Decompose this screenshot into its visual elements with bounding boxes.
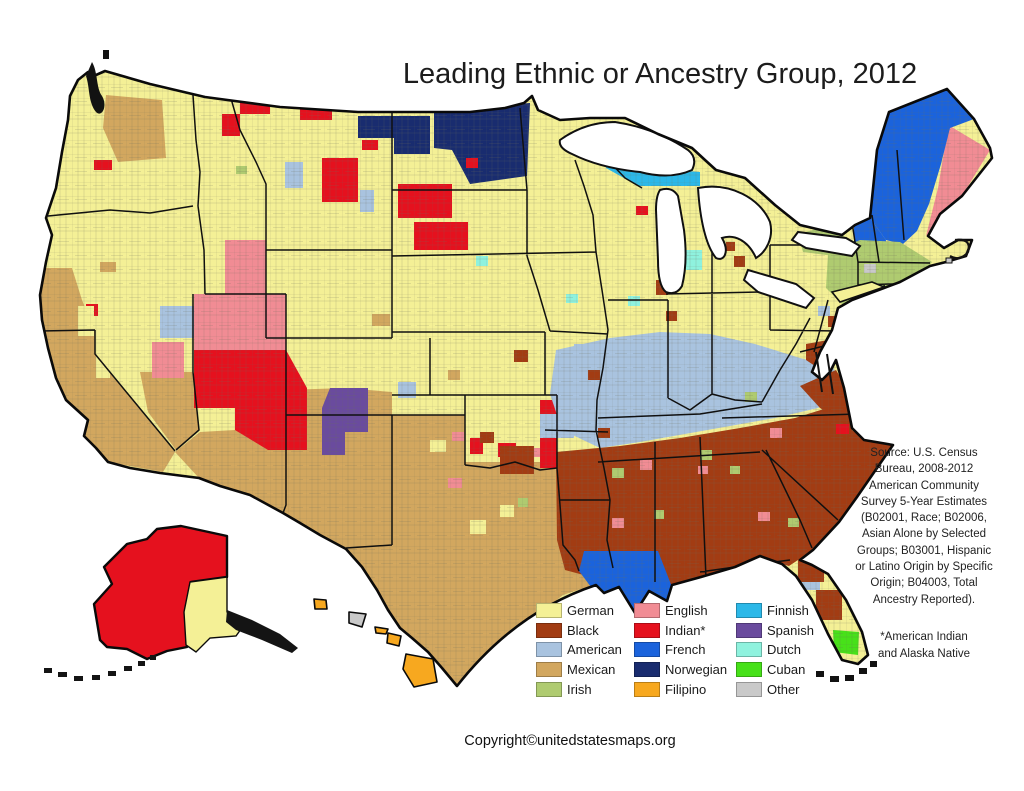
- source-line: Survey 5-Year Estimates: [860, 495, 988, 508]
- source-line: Asian Alone by Selected: [861, 528, 987, 541]
- legend-item-finnish: Finnish: [736, 601, 822, 621]
- big-island: [402, 653, 438, 688]
- legend-swatch-french: [634, 642, 660, 658]
- puget-island: [103, 50, 109, 59]
- chesapeake-bay: [815, 351, 834, 395]
- source-line: Groups; B03001, Hispanic: [856, 544, 992, 557]
- nantucket: [945, 257, 953, 264]
- source-line: American Community: [869, 479, 979, 492]
- legend-label-norwegian: Norwegian: [665, 662, 728, 678]
- coast-details: [86, 50, 970, 682]
- legend-label-irish: Irish: [567, 681, 592, 697]
- legend-item-english: English: [634, 601, 726, 621]
- maui: [386, 632, 402, 647]
- legend-label-cuban: Cuban: [767, 662, 806, 678]
- long-island: [830, 281, 887, 303]
- alaska-panhandle: [226, 610, 298, 653]
- florida-keys: [816, 661, 877, 682]
- legend-swatch-dutch: [736, 642, 762, 658]
- copyright: Copyright©unitedstatesmaps.org: [464, 733, 676, 749]
- source-line: or Latino Origin by Specific: [855, 561, 993, 574]
- source-line: Origin; B04003, Total: [870, 577, 978, 590]
- legend-item-irish: Irish: [536, 679, 624, 699]
- legend-swatch-english: [634, 603, 660, 619]
- legend-label-black: Black: [567, 622, 599, 638]
- legend-label-dutch: Dutch: [767, 642, 801, 658]
- legend-label-indian: Indian*: [665, 622, 706, 638]
- legend-item-black: Black: [536, 621, 624, 641]
- lake-ontario: [790, 230, 862, 258]
- legend-swatch-filipino: [634, 681, 660, 697]
- legend-column-2: English Indian* French Norwegian Filipino: [634, 601, 728, 699]
- source-line: Source: U.S. Census: [870, 447, 978, 459]
- lake-michigan: [654, 187, 687, 295]
- legend-label-finnish: Finnish: [767, 603, 809, 619]
- legend-swatch-mexican: [536, 662, 562, 678]
- legend-item-filipino: Filipino: [634, 679, 726, 699]
- asterisk-note: *American Indian and Alaska Native: [838, 629, 1010, 662]
- hawaii: [313, 598, 438, 688]
- great-lakes: [558, 120, 862, 310]
- asterisk-note-line: and Alaska Native: [877, 647, 971, 660]
- legend-item-norwegian: Norwegian: [634, 660, 728, 680]
- legend-swatch-cuban: [736, 662, 762, 678]
- legend-swatch-irish: [536, 681, 562, 697]
- legend-item-american: American: [536, 640, 624, 660]
- state-borders: [40, 94, 931, 582]
- legend-swatch-norwegian: [634, 662, 660, 678]
- alaska-german-region: [183, 576, 248, 653]
- legend-swatch-finnish: [736, 603, 762, 619]
- legend-item-mexican: Mexican: [536, 660, 624, 680]
- legend-item-french: French: [634, 640, 726, 660]
- legend-label-filipino: Filipino: [665, 681, 707, 697]
- source-line: (B02001, Race; B02006,: [861, 512, 987, 525]
- aleutian-islands: [44, 655, 156, 681]
- legend-item-spanish: Spanish: [736, 621, 822, 641]
- legend-item-cuban: Cuban: [736, 660, 822, 680]
- molokai: [374, 626, 389, 635]
- legend-item-indian: Indian*: [634, 621, 726, 641]
- legend-column-1: German Black American Mexican Irish: [536, 601, 624, 699]
- kauai: [313, 598, 328, 610]
- legend-swatch-german: [536, 603, 562, 619]
- legend-label-spanish: Spanish: [767, 622, 814, 638]
- legend-swatch-other: [736, 681, 762, 697]
- legend-item-dutch: Dutch: [736, 640, 822, 660]
- legend-label-mexican: Mexican: [567, 662, 616, 678]
- legend-swatch-black: [536, 622, 562, 638]
- puget-sound: [86, 62, 105, 114]
- legend-label-french: French: [665, 642, 706, 658]
- legend-label-german: German: [567, 603, 614, 619]
- legend: German Black American Mexican Irish English I…: [536, 601, 822, 699]
- map-title: Leading Ethnic or Ancestry Group, 2012: [402, 58, 918, 90]
- source-line: Ancestry Reported).: [872, 593, 976, 606]
- source-line: Bureau, 2008-2012: [874, 463, 974, 476]
- oahu: [348, 611, 367, 628]
- lake-erie: [742, 268, 816, 310]
- asterisk-note-line: *American Indian: [880, 631, 968, 643]
- legend-label-english: English: [665, 603, 708, 619]
- legend-label-american: American: [567, 642, 622, 658]
- legend-swatch-indian: [634, 622, 660, 638]
- source-citation: Source: U.S. Census Bureau, 2008-2012 Amer…: [838, 445, 1010, 608]
- legend-item-german: German: [536, 601, 624, 621]
- legend-item-other: Other: [736, 679, 822, 699]
- legend-swatch-american: [536, 642, 562, 658]
- lake-huron: [696, 185, 772, 260]
- legend-swatch-spanish: [736, 622, 762, 638]
- cape-cod: [949, 238, 970, 260]
- legend-label-other: Other: [767, 681, 800, 697]
- alaska: [44, 524, 298, 681]
- legend-column-3: Finnish Spanish Dutch Cuban Other: [736, 601, 822, 699]
